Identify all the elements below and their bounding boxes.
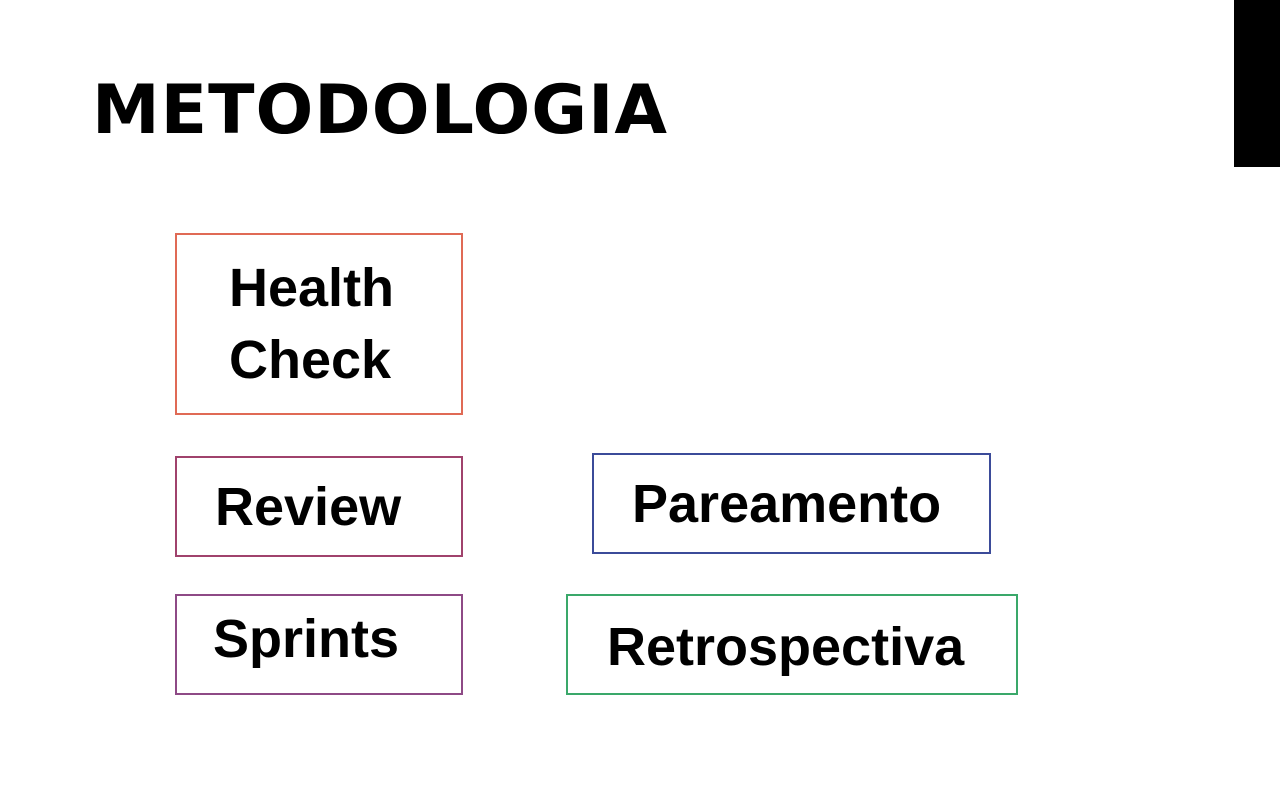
methodology-box-pareamento: Pareamento <box>592 453 991 554</box>
methodology-box-label: Review <box>215 476 402 537</box>
methodology-box-sprints: Sprints <box>175 594 463 695</box>
corner-decoration-bar <box>1234 0 1280 167</box>
methodology-box-label: Health Check <box>229 258 395 390</box>
methodology-box-health-check: Health Check <box>175 233 463 415</box>
methodology-box-review: Review <box>175 456 463 557</box>
methodology-box-label: Retrospectiva <box>607 616 965 677</box>
methodology-box-label: Sprints <box>213 608 400 669</box>
methodology-box-retrospectiva: Retrospectiva <box>566 594 1018 695</box>
methodology-box-label: Pareamento <box>632 473 942 534</box>
slide-title: METODOLOGIA <box>92 71 669 150</box>
